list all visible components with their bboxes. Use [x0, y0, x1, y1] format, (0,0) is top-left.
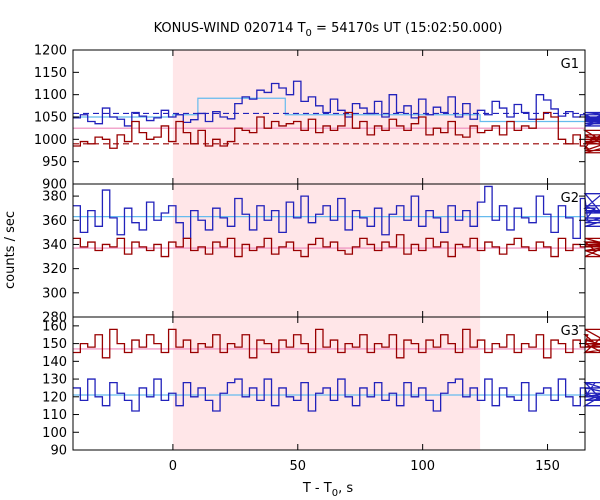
y-tick-label: 300 — [42, 286, 67, 301]
y-tick-label: 1150 — [34, 66, 67, 81]
panel-g3: 90 100 110 120 130 140 150 160 G3 — [42, 316, 600, 459]
x-tick-label: 150 — [535, 459, 560, 474]
series-line-red — [73, 111, 600, 154]
y-tick-label: 140 — [42, 355, 67, 370]
x-axis-title-main: T - T — [302, 481, 332, 496]
y-tick-label: 360 — [42, 214, 67, 229]
y-tick-label: 950 — [42, 155, 67, 170]
panel-label-g3: G3 — [561, 324, 579, 339]
y-tick-label: 150 — [42, 337, 67, 352]
series-line-red — [73, 328, 600, 359]
y-tick-label: 110 — [42, 408, 67, 423]
shaded-interval — [172, 50, 481, 184]
series-line-blue — [73, 378, 600, 412]
y-tick-label: 900 — [42, 178, 67, 193]
panel-label-g2: G2 — [561, 191, 579, 206]
panel-label-g1: G1 — [561, 57, 579, 72]
y-tick-label: 1200 — [34, 44, 67, 59]
series-line-red — [73, 234, 600, 258]
x-tick-label: 0 — [169, 459, 177, 474]
y-tick-label: 1000 — [34, 133, 67, 148]
plot-area: 90095010001050110011501200G1280300320340… — [34, 44, 600, 474]
y-tick-label: 1050 — [34, 111, 67, 126]
y-tick-label: 320 — [42, 262, 67, 277]
shaded-interval — [172, 317, 481, 450]
y-tick-label: 280 — [42, 311, 67, 326]
y-tick-label: 340 — [42, 238, 67, 253]
panel-g2: 280 300 320 340 360 380 G2 — [42, 183, 600, 326]
series-line-blue — [73, 80, 600, 127]
y-tick-label: 120 — [42, 390, 67, 405]
chart-title: KONUS-WIND 020714 T0 = 54170s UT (15:02:… — [154, 21, 503, 39]
chart-title-main: KONUS-WIND 020714 T — [154, 21, 306, 36]
chart-title-subscript: 0 — [306, 28, 312, 39]
y-tick-label: 100 — [42, 426, 67, 441]
x-tick-label: 50 — [290, 459, 307, 474]
y-axis-title: counts / sec — [3, 211, 18, 289]
shaded-interval — [172, 184, 481, 317]
y-tick-label: 90 — [50, 444, 67, 459]
x-axis-title: T - T0, s — [302, 481, 353, 499]
panel-g1: 900 950 1000 1050 1100 1150 1200 G1 — [34, 44, 600, 193]
x-axis-title-rest: , s — [338, 481, 353, 496]
y-tick-label: 130 — [42, 373, 67, 388]
y-tick-label: 1100 — [34, 88, 67, 103]
chart-title-rest: = 54170s UT (15:02:50.000) — [312, 21, 502, 36]
y-tick-label: 380 — [42, 190, 67, 205]
x-tick-label: 100 — [410, 459, 435, 474]
series-line-blue — [73, 185, 600, 240]
x-axis-title-subscript: 0 — [332, 488, 338, 499]
panel-frame — [72, 316, 586, 451]
y-tick-label: 160 — [42, 319, 67, 334]
